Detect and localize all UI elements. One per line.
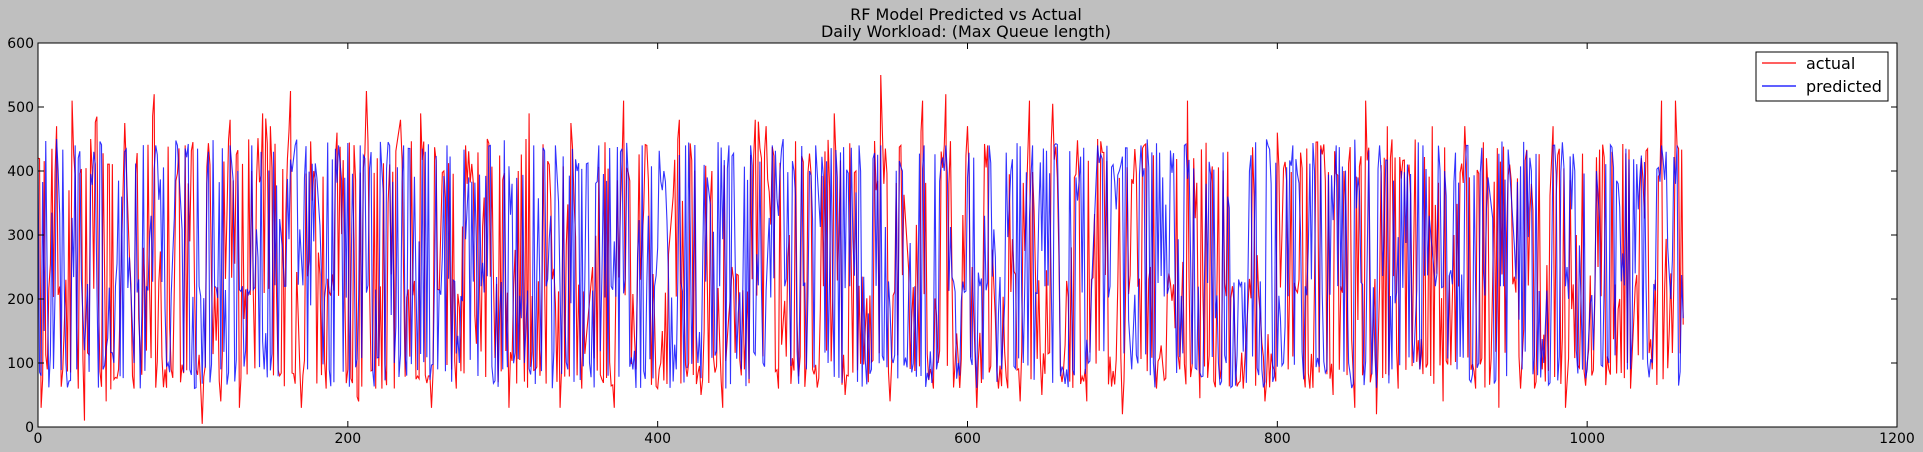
chart-subtitle: Daily Workload: (Max Queue length) — [821, 22, 1111, 41]
legend-label-actual: actual — [1806, 54, 1855, 73]
x-tick-label: 400 — [644, 431, 671, 447]
y-tick-label: 500 — [7, 100, 34, 116]
series-line-predicted — [37, 138, 1684, 390]
legend: actual predicted — [1755, 51, 1889, 102]
chart-title: RF Model Predicted vs Actual — [850, 5, 1082, 24]
x-tick-label: 800 — [1264, 431, 1291, 447]
plot-frame — [37, 42, 1898, 428]
x-tick-label: 0 — [34, 431, 43, 447]
y-tick-label: 100 — [7, 356, 34, 372]
x-tick-label: 600 — [954, 431, 981, 447]
y-tick-label: 200 — [7, 292, 34, 308]
x-tick-label: 1000 — [1569, 431, 1605, 447]
x-tick-label: 1200 — [1879, 431, 1915, 447]
y-tick-label: 0 — [25, 420, 34, 436]
series-layer — [37, 74, 1684, 424]
y-tick-label: 600 — [7, 36, 34, 52]
legend-label-predicted: predicted — [1806, 77, 1882, 96]
legend-box — [1755, 51, 1889, 102]
y-tick-label: 400 — [7, 164, 34, 180]
y-tick-label: 300 — [7, 228, 34, 244]
ticks-layer: 0 200 400 600 800 1000 1200 0 100 200 300 400 500 600 — [7, 36, 1915, 447]
x-tick-label: 200 — [334, 431, 361, 447]
